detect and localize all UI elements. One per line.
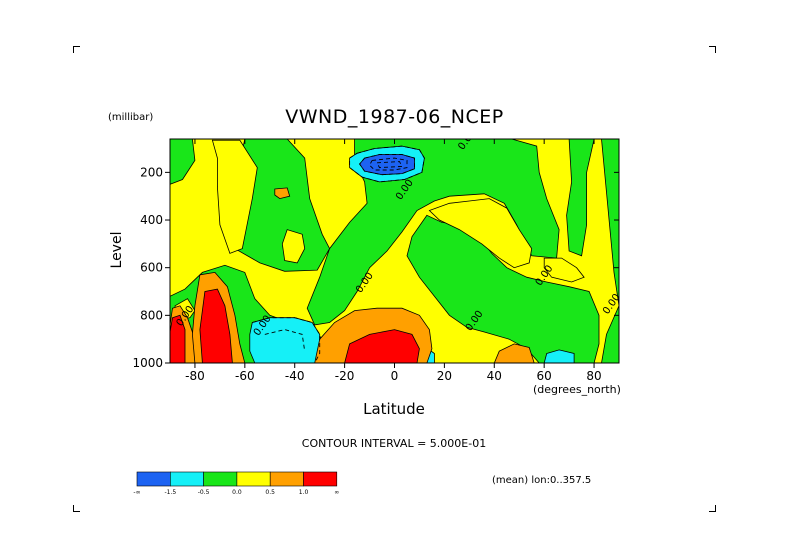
legend-label-3: 0.0: [232, 489, 242, 496]
contour-region-10: [428, 198, 533, 269]
x-tick-label-2: -40: [285, 369, 305, 383]
x-tick-label-6: 40: [487, 369, 502, 383]
legend-label-5: 1.0: [299, 489, 309, 496]
legend-label-1: -1.5: [164, 489, 176, 496]
chart-title: VWND_1987-06_NCEP: [285, 106, 504, 128]
contour-region-7: [211, 139, 258, 254]
x-tick-label-0: -80: [185, 369, 205, 383]
x-tick-label-7: 60: [537, 369, 552, 383]
x-units-label: (degrees_north): [533, 383, 621, 396]
contour-region-8: [281, 229, 306, 264]
contour-region-0: [170, 139, 196, 185]
dashed-contour-2: [369, 157, 408, 171]
contour-region-11: [543, 257, 585, 283]
contour-region-4: [601, 139, 619, 363]
contour-region-24: [199, 288, 233, 363]
crop-mark-top-left: [73, 46, 80, 53]
subset-note: (mean) lon:0..357.5: [492, 475, 592, 486]
contour-region-2: [306, 139, 560, 326]
contour-region-25: [344, 329, 420, 363]
legend-label-2: -0.5: [198, 489, 210, 496]
y-axis-label: Level: [109, 231, 125, 269]
x-tick-label-4: 0: [391, 369, 399, 383]
legend-swatch-4: [269, 471, 304, 487]
crop-mark-bottom-left: [73, 505, 80, 512]
legend-label-4: 0.5: [265, 489, 275, 496]
dashed-contour-4: [252, 317, 321, 363]
x-tick-label-5: 20: [437, 369, 452, 383]
y-tick-label-3: 800: [140, 308, 163, 322]
x-tick-label-1: -60: [235, 369, 255, 383]
x-axis-label: Latitude: [363, 400, 425, 418]
contour-region-17: [543, 349, 575, 363]
legend-swatch-0: [136, 471, 171, 487]
crop-mark-top-right: [709, 46, 716, 53]
contour-region-21: [493, 343, 535, 363]
legend-swatch-5: [303, 471, 338, 487]
crop-mark-bottom-right: [709, 505, 716, 512]
dashed-contour-3: [376, 161, 403, 169]
x-tick-label-8: 80: [586, 369, 601, 383]
y-tick-label-2: 600: [140, 261, 163, 275]
y-tick-label-0: 200: [140, 165, 163, 179]
y-tick-label-4: 1000: [132, 356, 163, 370]
legend-swatch-1: [170, 471, 204, 487]
y-tick-label-1: 400: [140, 213, 163, 227]
contour-interval-text: CONTOUR INTERVAL = 5.000E-01: [301, 437, 487, 450]
legend-label-6: ∞: [334, 489, 339, 496]
legend-swatch-2: [203, 471, 238, 487]
x-tick-label-3: -20: [335, 369, 355, 383]
legend-label-0: -∞: [133, 489, 140, 496]
dashed-contour-5: [264, 329, 306, 352]
contour-region-22: [274, 187, 291, 200]
contour-region-23: [170, 314, 186, 363]
contour-region-3: [566, 139, 595, 257]
legend-swatch-3: [236, 471, 271, 487]
y-units-label: (millibar): [108, 112, 154, 123]
